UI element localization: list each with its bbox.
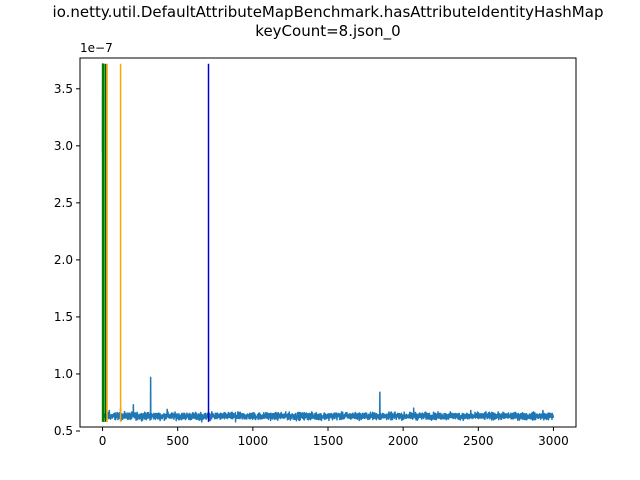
x-tick-label: 1000 [238,434,269,448]
plot-frame [79,57,577,428]
chart-title-line-1: io.netty.util.DefaultAttributeMapBenchma… [53,3,604,21]
series-line [101,62,555,423]
x-tick-label: 0 [99,434,107,448]
y-tick-label: 2.5 [54,196,73,210]
chart-title-line-2: keyCount=8.json_0 [255,22,400,41]
y-tick-label: 1.5 [54,310,73,324]
plot-vertical-lines [101,63,210,422]
y-tick-label: 3.0 [54,139,73,153]
x-tick-label: 500 [166,434,189,448]
x-tick-label: 2000 [388,434,419,448]
y-tick-label: 2.0 [54,253,73,267]
plot-series [101,62,555,423]
y-axis: 0.5 1.0 1.5 2.0 2.5 3.0 3.5 [54,82,80,438]
x-tick-label: 2500 [463,434,494,448]
x-axis: 0 500 1000 1500 2000 2500 3000 [99,427,569,448]
x-tick-label: 1500 [313,434,344,448]
y-tick-label: 0.5 [54,424,73,438]
x-tick-label: 3000 [538,434,569,448]
y-offset-text: 1e−7 [80,41,113,55]
y-tick-label: 1.0 [54,367,73,381]
y-tick-label: 3.5 [54,82,73,96]
chart-title: io.netty.util.DefaultAttributeMapBenchma… [53,3,604,41]
